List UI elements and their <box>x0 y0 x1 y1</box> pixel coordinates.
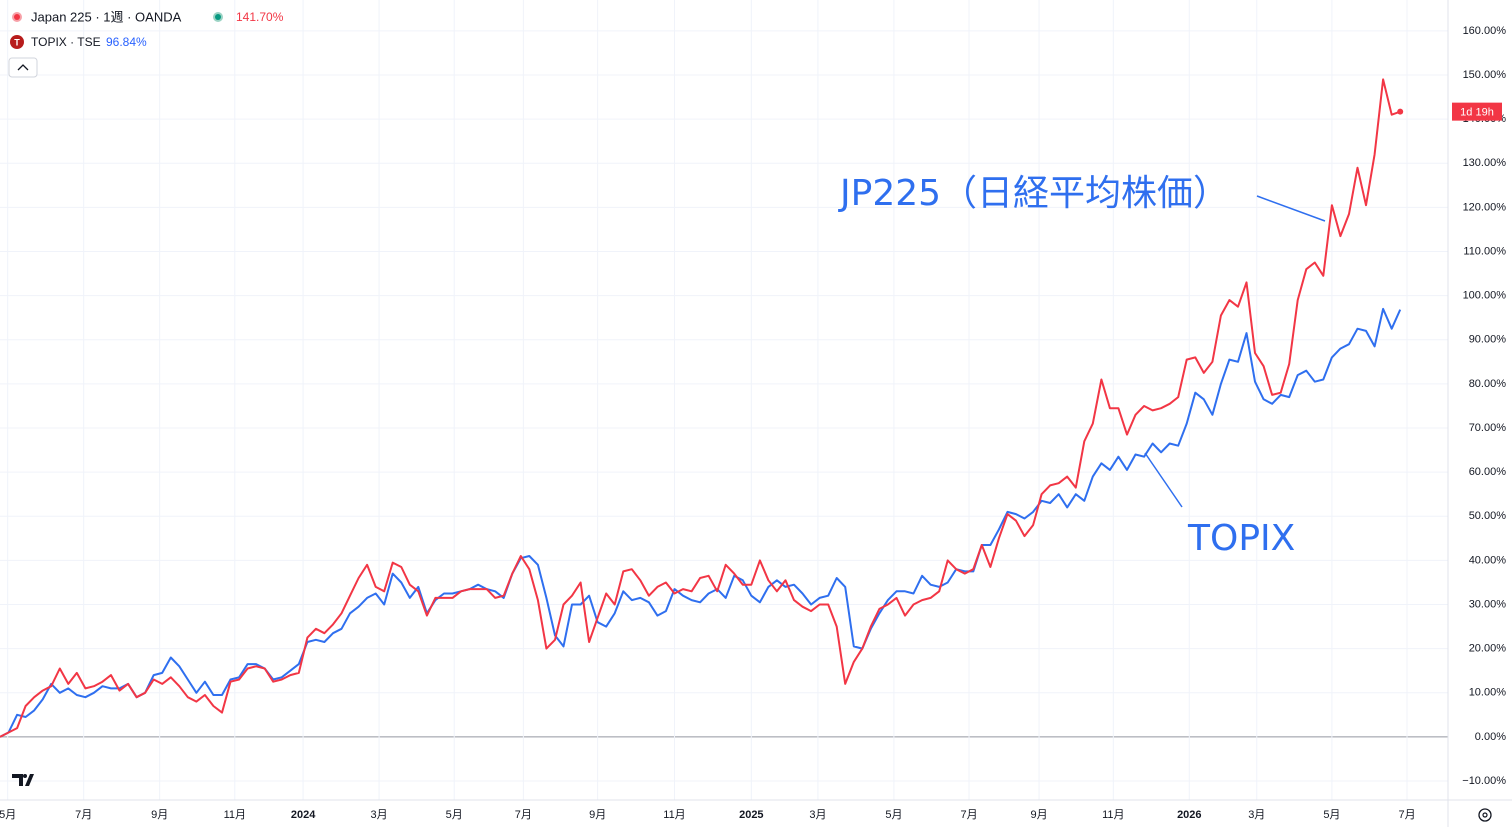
collapse-button[interactable] <box>8 57 38 78</box>
x-tick-label: 9月 <box>589 809 606 821</box>
x-tick-label: 7月 <box>1398 809 1415 821</box>
legend-name: Japan 225 · 1週 · OANDA <box>31 9 182 24</box>
settings-icon[interactable] <box>1478 808 1492 822</box>
y-tick-label: 20.00% <box>1469 643 1507 655</box>
y-tick-label: 120.00% <box>1463 201 1507 213</box>
x-tick-label: 3月 <box>371 809 388 821</box>
x-tick-label: 9月 <box>151 809 168 821</box>
axis-labels: −10.00% 0.00% 10.00% 20.00% 30.00% 40.00% 50.0… <box>0 25 1506 821</box>
y-tick-label: 150.00% <box>1463 69 1507 81</box>
logo <box>12 774 34 786</box>
y-tick-label: 160.00% <box>1463 25 1507 37</box>
y-tick-label: 80.00% <box>1469 378 1507 390</box>
countdown: 1d 19h <box>1460 107 1494 119</box>
annotation-pointer <box>1144 452 1183 508</box>
series-line <box>0 307 1402 738</box>
x-tick-label: 3月 <box>1248 809 1265 821</box>
logo <box>23 774 27 778</box>
x-tick-label: 11月 <box>224 809 246 821</box>
y-tick-label: 30.00% <box>1469 598 1507 610</box>
legend-dot <box>14 14 20 20</box>
x-tick-label: 5月 <box>1323 809 1340 821</box>
last-point <box>1397 108 1404 115</box>
y-tick-label: 60.00% <box>1469 466 1507 478</box>
legend-icon <box>10 35 24 49</box>
x-tick-label: 2026 <box>1177 809 1201 821</box>
y-tick-label: 40.00% <box>1469 554 1507 566</box>
x-tick-label: 3月 <box>809 809 826 821</box>
annotation: JP225（日経平均株価） <box>838 173 1229 214</box>
x-tick-label: 7月 <box>75 809 92 821</box>
legend-icon-letter: T <box>14 37 20 47</box>
price-badge <box>1452 102 1502 121</box>
y-tick-label: 50.00% <box>1469 510 1507 522</box>
y-tick-label: 0.00% <box>1475 731 1506 743</box>
status-dot <box>215 14 221 20</box>
annotation-pointer <box>1256 195 1326 222</box>
x-tick-label: 2024 <box>291 809 316 821</box>
annotation: TOPIX <box>1187 518 1295 559</box>
x-tick-label: 5月 <box>0 809 16 821</box>
legend-name: TOPIX · TSE <box>31 35 101 49</box>
x-tick-label: 5月 <box>446 809 463 821</box>
collapse-icon <box>17 64 29 71</box>
legend-value: 96.84% <box>106 35 147 49</box>
x-tick-label: 9月 <box>1030 809 1047 821</box>
y-tick-label: 110.00% <box>1463 245 1506 257</box>
x-tick-label: 11月 <box>663 809 685 821</box>
x-tick-label: 11月 <box>1102 809 1124 821</box>
plot <box>0 78 1404 738</box>
y-tick-label: 90.00% <box>1469 334 1507 346</box>
y-tick-label: 130.00% <box>1463 157 1507 169</box>
grid <box>0 0 1448 800</box>
x-tick-label: 7月 <box>960 809 977 821</box>
x-tick-label: 7月 <box>515 809 532 821</box>
x-tick-label: 5月 <box>885 809 902 821</box>
y-tick-label: −10.00% <box>1462 775 1506 787</box>
settings-icon <box>1482 812 1488 818</box>
y-tick-label: 10.00% <box>1469 687 1507 699</box>
x-tick-label: 2025 <box>739 809 763 821</box>
y-tick-label: 70.00% <box>1469 422 1507 434</box>
legend-value: 141.70% <box>236 10 284 24</box>
series-line <box>0 78 1401 738</box>
y-tick-label: 100.00% <box>1463 290 1507 302</box>
